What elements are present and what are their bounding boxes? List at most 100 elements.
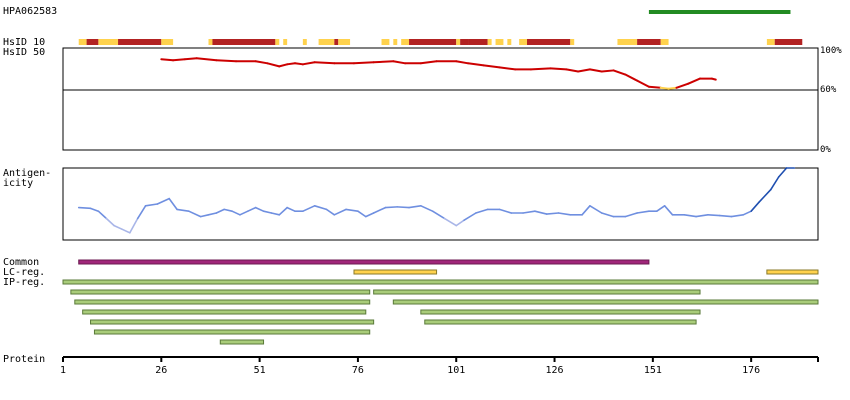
identity-line-segment <box>612 69 627 76</box>
axis-tick-label: 26 <box>155 365 167 376</box>
antigenicity-line-segment <box>443 217 458 227</box>
identity-line-segment <box>600 69 615 73</box>
ip-reg-label: IP-reg. <box>3 277 46 288</box>
antigen-region-bar <box>648 10 791 14</box>
antigenicity-line-segment <box>270 212 281 216</box>
antigenicity-line-segment <box>589 205 603 214</box>
antigenicity-line-segment <box>522 210 536 214</box>
antigenicity-line-segment <box>278 206 288 216</box>
antigenicity-line-segment <box>129 217 139 234</box>
antigenicity-line-segment <box>223 208 233 212</box>
identity-line-segment <box>659 86 670 90</box>
identity-strip-segment <box>212 39 276 45</box>
antigenicity-line-segment <box>730 214 745 218</box>
antigenicity-line-segment <box>156 197 170 205</box>
antigenicity-line-segment <box>207 212 218 216</box>
ip-reg-bar <box>392 299 819 305</box>
antigenicity-line-segment <box>718 214 733 218</box>
identity-line-segment <box>419 60 438 65</box>
identity-60-label: 60% <box>820 85 837 95</box>
identity-line-segment <box>286 62 297 66</box>
identity-line-segment <box>172 58 186 62</box>
identity-line-segment <box>482 64 501 69</box>
antigenicity-line-segment <box>325 208 336 216</box>
antigenicity-line-segment <box>534 210 548 215</box>
identity-line-segment <box>636 79 650 88</box>
antigenicity-line-segment <box>121 228 131 234</box>
antigenicity-label-line1: Antigen- <box>3 168 52 179</box>
identity-line-segment <box>215 59 238 63</box>
identity-line-segment <box>278 63 289 68</box>
identity-strip-segment <box>507 39 512 45</box>
ip-reg-bar <box>74 299 371 305</box>
identity-line-segment <box>588 68 603 73</box>
ip-reg-bar <box>70 289 371 295</box>
antigenicity-line-segment <box>144 203 159 207</box>
antibody-id-label: HPA062583 <box>3 6 58 17</box>
identity-strip-segment <box>637 39 661 45</box>
identity-strip-segment <box>617 39 638 45</box>
antigenicity-line-segment <box>176 208 190 212</box>
antigenicity-line-segment <box>302 205 316 212</box>
antigenicity-line-segment <box>262 210 273 214</box>
identity-strip-segment <box>487 39 492 45</box>
identity-strip-segment <box>456 39 461 45</box>
identity-strip-segment <box>78 39 87 45</box>
identity-strip-segment <box>495 39 504 45</box>
identity-line-segment <box>183 57 198 61</box>
antigenicity-line-segment <box>742 210 752 216</box>
antigenicity-line-segment <box>372 206 387 214</box>
antigenicity-line-segment <box>333 208 347 216</box>
ip-reg-track <box>62 279 819 345</box>
antigenicity-line-segment <box>313 205 328 211</box>
identity-line-segment <box>455 60 470 65</box>
protein-axis-ticks: 1 26 51 76 101 126 151 176 <box>60 357 819 376</box>
axis-tick-label: 176 <box>742 365 760 376</box>
antigenicity-line-segment <box>624 212 638 218</box>
axis-tick-label: 51 <box>254 365 266 376</box>
antigenicity-line-segment <box>77 206 92 210</box>
antigenicity-line-segment <box>758 188 772 203</box>
identity-line-series <box>160 57 717 90</box>
axis-tick-label: 1 <box>60 365 66 376</box>
antigenicity-line-segment <box>707 214 721 217</box>
identity-line-segment <box>266 62 281 68</box>
ip-reg-bar <box>82 309 367 315</box>
identity-line-segment <box>647 85 662 89</box>
identity-strip-segment <box>302 39 307 45</box>
identity-strip-segment <box>118 39 162 45</box>
antigenicity-label-line2: icity <box>3 178 34 189</box>
identity-line-segment <box>675 82 690 89</box>
identity-line-segment <box>667 86 678 90</box>
lc-reg-bar <box>353 269 438 275</box>
identity-strip-segment <box>774 39 803 45</box>
identity-line-segment <box>294 62 304 66</box>
identity-strip-segment <box>98 39 119 45</box>
antigenicity-line-segment <box>750 201 760 212</box>
identity-line-segment <box>372 60 395 64</box>
identity-line-segment <box>301 61 316 66</box>
antigenicity-line-segment <box>636 210 650 214</box>
antigenicity-line-segment <box>557 212 572 216</box>
common-bar <box>78 259 650 265</box>
identity-strip-segment <box>275 39 280 45</box>
identity-strip-segment <box>318 39 335 45</box>
antigenicity-line-segment <box>97 210 108 220</box>
axis-tick-label: 126 <box>546 365 564 376</box>
identity-strip-segment <box>338 39 351 45</box>
antigenicity-line-segment <box>188 210 202 218</box>
antigenicity-line-segment <box>663 205 674 216</box>
antigenicity-line-segment <box>364 212 375 218</box>
antigenicity-line-segment <box>89 207 100 212</box>
identity-strip-segment <box>208 39 213 45</box>
identity-strip-segment <box>393 39 398 45</box>
identity-100-label: 100% <box>820 46 842 56</box>
hsid50-label: HsID 50 <box>3 47 46 58</box>
common-label: Common <box>3 257 40 268</box>
antigenicity-line-segment <box>581 205 591 216</box>
identity-strip-segment <box>766 39 775 45</box>
antigenicity-line-segment <box>408 205 422 209</box>
lc-reg-bar <box>766 269 819 275</box>
antigenicity-line-segment <box>498 208 513 214</box>
lc-reg-label: LC-reg. <box>3 267 46 278</box>
